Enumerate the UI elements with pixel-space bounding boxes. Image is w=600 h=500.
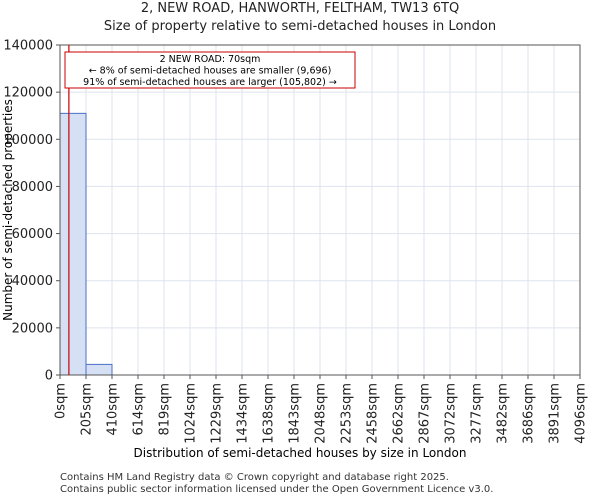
x-tick-label: 0sqm bbox=[54, 383, 69, 419]
x-axis-label: Distribution of semi-detached houses by … bbox=[134, 446, 467, 460]
x-tick-label: 1229sqm bbox=[210, 383, 225, 444]
x-tick-label: 2458sqm bbox=[366, 383, 381, 444]
x-tick-label: 3277sqm bbox=[470, 383, 485, 444]
x-tick-label: 614sqm bbox=[132, 383, 147, 436]
y-tick-label: 60000 bbox=[12, 227, 53, 242]
x-tick-label: 1843sqm bbox=[288, 383, 303, 444]
annotation-box: 2 NEW ROAD: 70sqm ← 8% of semi-detached … bbox=[64, 51, 356, 89]
x-tick-label: 1638sqm bbox=[262, 383, 277, 444]
x-tick-label: 1024sqm bbox=[184, 383, 199, 444]
x-tick-label: 1434sqm bbox=[236, 383, 251, 444]
y-tick-label: 100000 bbox=[3, 133, 53, 148]
x-tick-label: 4096sqm bbox=[574, 383, 589, 444]
annotation-line-1: 2 NEW ROAD: 70sqm bbox=[160, 54, 261, 65]
y-tick-label: 40000 bbox=[12, 274, 53, 289]
x-tick-label: 2662sqm bbox=[392, 383, 407, 444]
x-tick-label: 2048sqm bbox=[314, 383, 329, 444]
bar-205sqm bbox=[85, 363, 113, 376]
annotation-line-2: ← 8% of semi-detached houses are smaller… bbox=[89, 66, 332, 77]
x-tick-label: 2867sqm bbox=[418, 383, 433, 444]
x-tick-label: 3482sqm bbox=[496, 383, 511, 444]
y-tick-label: 20000 bbox=[12, 321, 53, 336]
x-tick-label: 2253sqm bbox=[340, 383, 355, 444]
y-tick-label: 120000 bbox=[3, 86, 53, 101]
y-tick-label: 80000 bbox=[12, 180, 53, 195]
chart-title: 2, NEW ROAD, HANWORTH, FELTHAM, TW13 6TQ bbox=[140, 1, 460, 16]
footer-line-1: Contains HM Land Registry data © Crown c… bbox=[60, 472, 449, 483]
x-tick-label: 3072sqm bbox=[444, 383, 459, 444]
chart-subtitle: Size of property relative to semi-detach… bbox=[103, 19, 497, 34]
y-tick-label: 140000 bbox=[3, 39, 53, 54]
annotation-line-3: 91% of semi-detached houses are larger (… bbox=[83, 77, 337, 88]
y-tick-label: 0 bbox=[45, 369, 53, 384]
x-tick-label: 3891sqm bbox=[548, 383, 563, 444]
x-tick-label: 3686sqm bbox=[522, 383, 537, 444]
x-tick-label: 205sqm bbox=[80, 383, 95, 436]
y-axis-label: Number of semi-detached properties bbox=[1, 99, 15, 321]
footer-line-2: Contains public sector information licen… bbox=[60, 484, 494, 495]
x-tick-label: 410sqm bbox=[106, 383, 121, 436]
bar-0sqm bbox=[59, 112, 87, 376]
x-tick-label: 819sqm bbox=[158, 383, 173, 436]
